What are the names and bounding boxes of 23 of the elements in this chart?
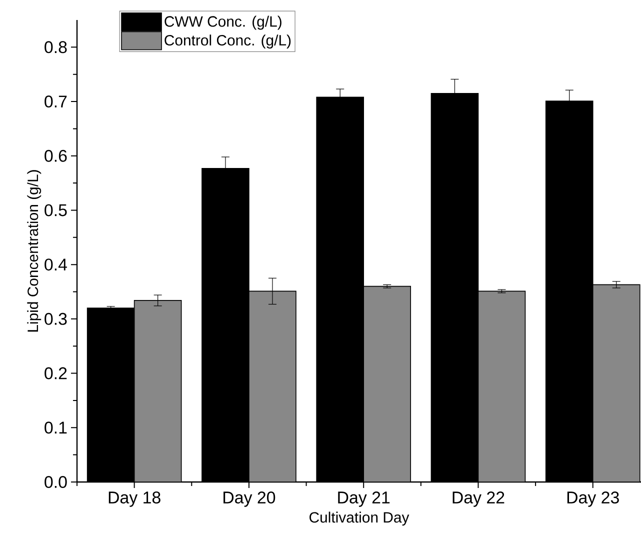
y-tick-label: 0.7 [44,96,67,108]
y-tick-label: 0.2 [44,367,67,380]
bar [478,290,526,482]
bar [363,286,411,482]
y-tick-label: 0.1 [44,422,67,434]
x-tick-label: Day 21 [338,492,390,507]
bar [134,300,182,482]
legend-label: Control Conc. (g/L) [164,34,291,49]
y-tick-label: 0.5 [44,204,67,216]
y-axis-title: Lipid Concentration (g/L) [27,170,42,332]
y-tick-label: 0.0 [44,476,67,488]
bar [592,284,640,482]
y-tick-label: 0.6 [44,150,67,162]
x-tick-label: Day 18 [108,492,160,507]
x-axis-title: Cultivation Day [310,512,410,526]
y-tick-label: 0.4 [44,258,67,271]
x-tick-label: Day 23 [567,492,619,507]
y-tick-label: 0.3 [44,312,67,325]
x-tick-label: Day 20 [224,492,276,507]
legend-label: CWW Conc. (g/L) [164,16,282,30]
y-tick-label: 0.8 [44,41,67,54]
bar [248,290,296,482]
x-tick-label: Day 22 [452,492,504,507]
